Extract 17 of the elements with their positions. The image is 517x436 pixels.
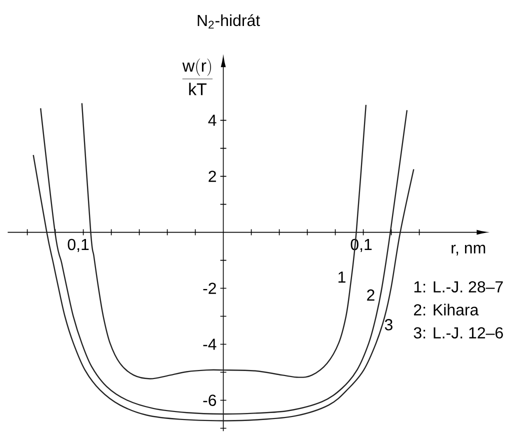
x-axis-title: r, nm (452, 244, 486, 256)
annotation: 2: Kihara (414, 304, 479, 316)
x-tick-label: 0,1 (68, 238, 89, 252)
line-series (40, 108, 408, 415)
y-axis-title: $\frac{\mathrm{w(r)}}{\mathrm{kT}}$ (182, 58, 213, 96)
chart-title: N$_{2}$-hidrát (198, 14, 260, 29)
annotation: 1: L.-J. 28–7 (414, 281, 503, 293)
y-tick-label: -2 (203, 282, 216, 294)
annotation: 3 (384, 319, 392, 330)
annotation: 1 (338, 272, 346, 283)
line-series (32, 154, 414, 422)
y-tick-label: -6 (203, 394, 216, 406)
y-tick-label: 4 (208, 114, 216, 126)
annotation: 3: L.-J. 12–6 (414, 327, 503, 339)
y-tick-label: -4 (203, 338, 216, 350)
y-tick-label: 2 (208, 170, 216, 182)
annotation: 2 (367, 289, 374, 301)
